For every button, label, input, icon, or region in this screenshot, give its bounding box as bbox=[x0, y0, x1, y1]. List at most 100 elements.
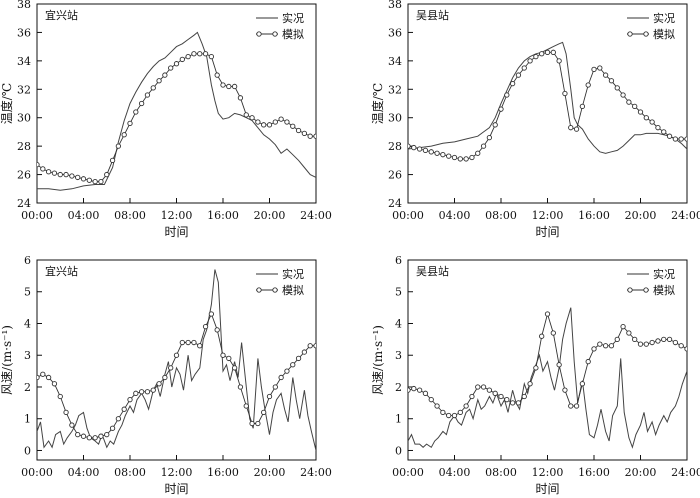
series-point bbox=[197, 51, 203, 57]
series-point bbox=[86, 177, 92, 183]
series-point bbox=[573, 126, 580, 132]
series-point bbox=[144, 389, 151, 395]
series-point bbox=[608, 343, 615, 349]
series-point bbox=[568, 125, 574, 131]
x-tick-label: 24:00 bbox=[300, 209, 332, 222]
y-tick-label: 30 bbox=[388, 112, 402, 125]
series-point bbox=[266, 122, 273, 128]
panel-title: 吴县站 bbox=[416, 8, 449, 22]
series-point bbox=[492, 122, 498, 128]
x-tick-label: 12:00 bbox=[532, 466, 564, 479]
series-point bbox=[620, 324, 626, 330]
series-point bbox=[40, 371, 46, 377]
x-tick-label: 20:00 bbox=[625, 209, 657, 222]
legend-label: 实况 bbox=[282, 267, 304, 281]
series-point bbox=[179, 56, 185, 63]
series-point bbox=[568, 403, 574, 409]
series-point bbox=[220, 352, 226, 358]
series-point bbox=[422, 147, 429, 154]
series-point bbox=[261, 122, 267, 128]
legend-marker bbox=[627, 287, 633, 293]
series-point bbox=[411, 385, 417, 392]
series-point bbox=[37, 374, 40, 381]
series-point bbox=[550, 330, 556, 336]
series-point bbox=[504, 397, 510, 403]
series-point bbox=[231, 83, 238, 90]
series-point bbox=[434, 403, 440, 409]
panel-2: 00:00 04:00 08:00 12:00 16:00 20:00 24:00 24 26 2… bbox=[370, 0, 700, 239]
series-point bbox=[416, 387, 423, 393]
series-point bbox=[307, 343, 313, 349]
series-point bbox=[678, 343, 684, 349]
series-point bbox=[202, 324, 209, 330]
series-point bbox=[208, 311, 215, 317]
y-tick-label: 36 bbox=[388, 26, 402, 39]
series-point bbox=[295, 355, 302, 362]
series-point bbox=[150, 85, 156, 91]
y-tick-label: 38 bbox=[388, 0, 402, 11]
series-point bbox=[527, 381, 533, 387]
series-point bbox=[498, 106, 504, 112]
legend-label: 实况 bbox=[653, 11, 675, 25]
plot-area bbox=[408, 41, 687, 162]
y-tick-label: 38 bbox=[17, 0, 31, 11]
series-point bbox=[98, 179, 104, 185]
series-point bbox=[272, 119, 278, 125]
series-point bbox=[446, 153, 452, 159]
x-tick-label: 24:00 bbox=[671, 466, 700, 479]
series-point bbox=[614, 85, 620, 91]
series-point bbox=[666, 336, 673, 343]
series-point bbox=[127, 120, 133, 127]
series-point bbox=[672, 339, 679, 346]
series-point bbox=[451, 412, 458, 419]
series-point bbox=[637, 109, 644, 115]
series-point bbox=[173, 61, 180, 67]
y-tick-label: 5 bbox=[395, 286, 402, 299]
series-point bbox=[197, 343, 203, 349]
panel-3: 00:00 04:00 08:00 12:00 16:00 20:00 24:00 0 1 2 3 4… bbox=[0, 254, 332, 496]
series-line-2 bbox=[37, 312, 316, 439]
x-tick-label: 20:00 bbox=[254, 209, 286, 222]
series-point bbox=[249, 115, 255, 121]
y-axis-label: 温度/℃ bbox=[370, 83, 385, 124]
panel-title: 吴县站 bbox=[416, 264, 449, 278]
series-point bbox=[290, 362, 296, 368]
series-point bbox=[428, 397, 434, 403]
x-tick-label: 08:00 bbox=[485, 466, 517, 479]
series-point bbox=[614, 336, 620, 343]
panel-title: 宜兴站 bbox=[45, 8, 78, 22]
y-axis-label: 风速/(m·s⁻¹) bbox=[371, 325, 385, 395]
y-tick-label: 2 bbox=[395, 381, 402, 394]
series-point bbox=[121, 406, 127, 412]
series-point bbox=[585, 82, 591, 88]
y-tick-label: 24 bbox=[388, 197, 402, 210]
y-tick-label: 0 bbox=[24, 444, 31, 457]
series-point bbox=[185, 53, 191, 60]
series-point bbox=[249, 420, 255, 427]
y-tick-label: 4 bbox=[24, 317, 31, 330]
series-point bbox=[533, 365, 539, 371]
y-tick-label: 34 bbox=[388, 55, 402, 68]
series-point bbox=[509, 400, 516, 406]
y-axis-label: 风速/(m·s⁻¹) bbox=[0, 325, 14, 395]
series-point bbox=[98, 433, 104, 439]
series-point bbox=[57, 171, 63, 178]
series-point bbox=[255, 420, 261, 427]
series-point bbox=[104, 171, 110, 178]
x-tick-label: 12:00 bbox=[532, 209, 564, 222]
panel-1: 00:00 04:00 08:00 12:00 16:00 20:00 24:00 24 26 2… bbox=[0, 0, 332, 239]
x-tick-label: 16:00 bbox=[578, 209, 610, 222]
y-tick-label: 32 bbox=[388, 83, 402, 96]
series-point bbox=[133, 390, 139, 396]
y-tick-label: 5 bbox=[24, 286, 31, 299]
legend-marker bbox=[256, 287, 262, 293]
series-point bbox=[86, 435, 92, 441]
x-tick-label: 00:00 bbox=[21, 466, 53, 479]
series-point bbox=[527, 58, 533, 64]
legend-marker bbox=[627, 31, 633, 37]
series-point bbox=[533, 53, 539, 60]
series-point bbox=[643, 115, 649, 121]
x-tick-label: 16:00 bbox=[207, 209, 239, 222]
series-point bbox=[191, 339, 197, 346]
